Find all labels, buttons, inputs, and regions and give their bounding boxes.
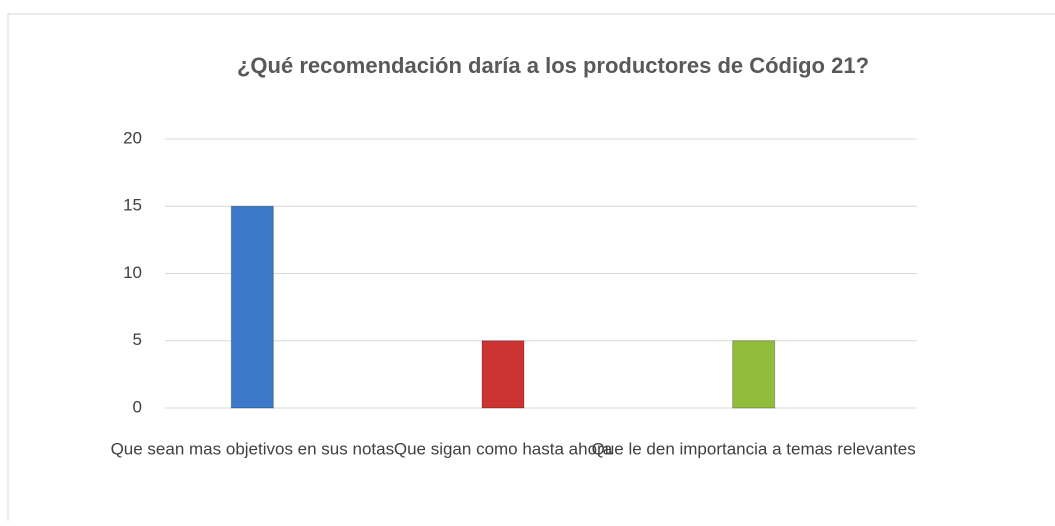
chart-title: ¿Qué recomendación daría a los productor… [237,53,869,78]
y-tick-label: 0 [133,397,142,416]
bar [481,340,525,409]
bar [732,340,776,409]
x-tick-label: Que le den importancia a temas relevante… [592,439,916,458]
y-tick-label: 15 [123,196,142,215]
bar [230,205,274,409]
x-tick-label: Que sean mas objetivos en sus notas [111,439,395,458]
y-tick-label: 5 [133,330,142,349]
chart-border [7,13,1055,526]
y-tick-label: 20 [123,128,142,147]
x-tick-label: Que sigan como hasta ahora [394,439,613,458]
y-tick-label: 10 [123,263,142,282]
